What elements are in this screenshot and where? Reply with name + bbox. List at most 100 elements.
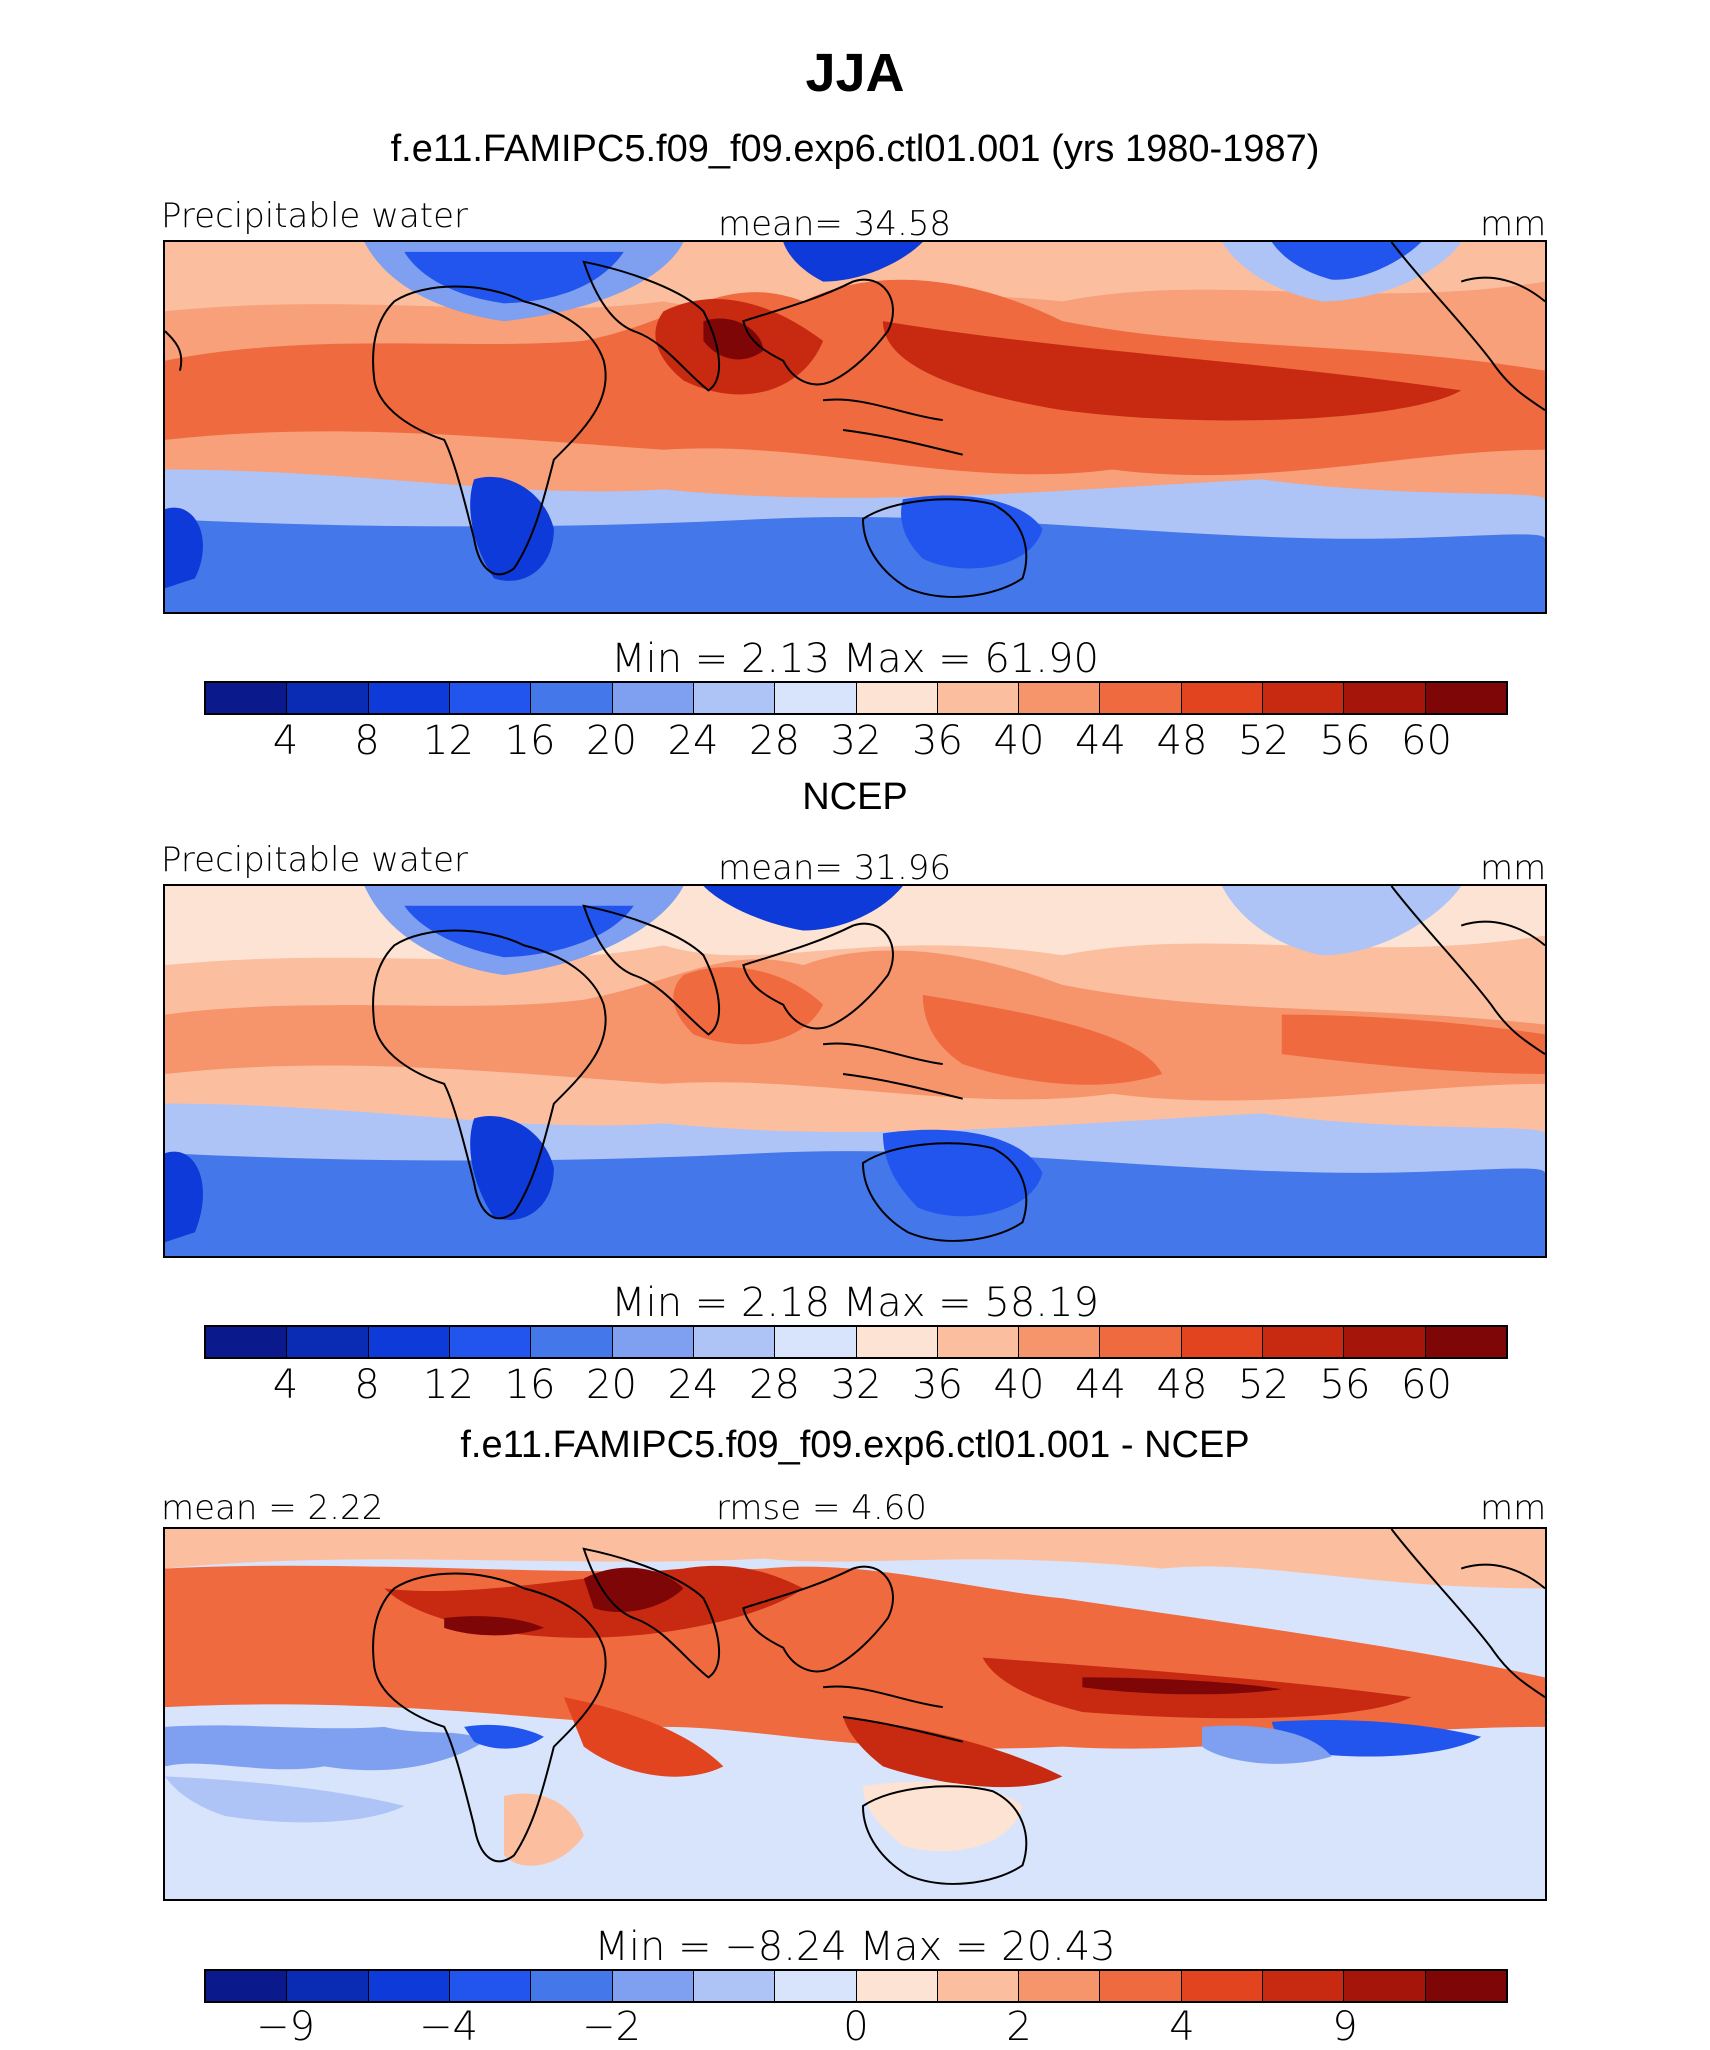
colorbar-segment (531, 683, 613, 713)
colorbar-segment (1100, 683, 1182, 713)
colorbar-segment (856, 1971, 938, 2001)
colorbar-segment (368, 1327, 450, 1357)
colorbar-segment (531, 1971, 613, 2001)
colorbar-segment (1181, 683, 1264, 713)
panel-2-colorbar-ticks: 4 8 12 16 20 24 28 32 36 40 44 48 52 56 60 (204, 1362, 1508, 1408)
colorbar-segment (775, 1327, 857, 1357)
colorbar-segment (368, 683, 450, 713)
colorbar-tick-label: 4 (272, 1362, 299, 1408)
panel-2-minmax: Min = 2.18 Max = 58.19 (611, 1280, 1099, 1326)
colorbar-segment (775, 683, 857, 713)
panel-3-rmse-label: rmse = 4.60 (716, 1488, 927, 1528)
colorbar-segment (856, 683, 938, 713)
colorbar-segment (1263, 1971, 1345, 2001)
colorbar-segment (449, 1971, 532, 2001)
panel-1-subtitle: f.e11.FAMIPC5.f09_f09.exp6.ctl01.001 (yr… (390, 128, 1320, 170)
colorbar-segment (1100, 1327, 1182, 1357)
panel-3-colorbar (204, 1969, 1508, 2003)
colorbar-segment (1100, 1971, 1182, 2001)
colorbar-tick-label: 4 (272, 718, 299, 764)
colorbar-tick-label: 2 (1006, 2004, 1032, 2050)
colorbar-tick-label: 20 (586, 718, 637, 764)
colorbar-tick-label: 44 (1075, 718, 1126, 764)
colorbar-tick-label: 8 (354, 1362, 380, 1408)
panel-2-units-label: mm (1480, 848, 1547, 888)
panel-3-subtitle: f.e11.FAMIPC5.f09_f09.exp6.ctl01.001 - N… (460, 1424, 1250, 1466)
colorbar-tick-label: 24 (667, 718, 719, 764)
colorbar-segment (1425, 1971, 1506, 2001)
colorbar-tick-label: 40 (993, 1362, 1045, 1408)
colorbar-segment (206, 1327, 288, 1357)
colorbar-tick-label: 28 (749, 1362, 800, 1408)
colorbar-tick-label: −4 (419, 2004, 478, 2050)
colorbar-tick-label: 0 (843, 2004, 869, 2050)
colorbar-tick-label: 40 (993, 718, 1045, 764)
colorbar-tick-label: 4 (1169, 2004, 1195, 2050)
colorbar-segment (449, 683, 532, 713)
panel-2-map (163, 884, 1547, 1258)
panel-3-units-label: mm (1480, 1488, 1547, 1528)
figure-title: JJA (805, 43, 905, 103)
colorbar-segment (612, 1327, 694, 1357)
colorbar-segment (612, 1971, 694, 2001)
colorbar-segment (612, 683, 694, 713)
panel-1-mean-label: mean= 34.58 (718, 204, 952, 244)
colorbar-segment (287, 1971, 369, 2001)
panel-1-map (163, 240, 1547, 614)
colorbar-segment (693, 683, 776, 713)
panel-1-variable-label: Precipitable water (161, 196, 469, 236)
panel-2-colorbar (204, 1325, 1508, 1359)
colorbar-segment (1019, 1327, 1101, 1357)
colorbar-tick-label: 60 (1401, 1362, 1452, 1408)
panel-3-minmax: Min = −8.24 Max = 20.43 (594, 1924, 1116, 1970)
panel-1-colorbar-ticks: 4 8 12 16 20 24 28 32 36 40 44 48 52 56 60 (204, 718, 1508, 764)
colorbar-tick-label: 52 (1238, 718, 1289, 764)
colorbar-segment (775, 1971, 857, 2001)
colorbar-segment (206, 683, 288, 713)
panel-2-variable-label: Precipitable water (161, 840, 469, 880)
colorbar-tick-label: 9 (1332, 2004, 1358, 2050)
colorbar-segment (1344, 683, 1426, 713)
colorbar-tick-label: 60 (1401, 718, 1452, 764)
colorbar-segment (1263, 1327, 1345, 1357)
colorbar-tick-label: 44 (1075, 1362, 1126, 1408)
colorbar-tick-label: 36 (912, 1362, 963, 1408)
colorbar-tick-label: −9 (256, 2004, 315, 2050)
panel-3-map (163, 1527, 1547, 1901)
colorbar-tick-label: 56 (1319, 718, 1371, 764)
colorbar-tick-label: 56 (1319, 1362, 1371, 1408)
colorbar-tick-label: 16 (504, 1362, 556, 1408)
colorbar-segment (368, 1971, 450, 2001)
colorbar-tick-label: 20 (586, 1362, 637, 1408)
panel-3-colorbar-ticks: −9 −4 −2 0 2 4 9 (204, 2004, 1508, 2050)
colorbar-tick-label: 28 (749, 718, 800, 764)
colorbar-segment (693, 1971, 776, 2001)
colorbar-segment (1181, 1327, 1264, 1357)
colorbar-segment (1425, 683, 1506, 713)
colorbar-tick-label: 36 (912, 718, 963, 764)
colorbar-segment (287, 1327, 369, 1357)
colorbar-tick-label: 48 (1156, 718, 1208, 764)
colorbar-segment (937, 1327, 1020, 1357)
colorbar-tick-label: 32 (830, 1362, 882, 1408)
colorbar-tick-label: 32 (830, 718, 882, 764)
colorbar-tick-label: 24 (667, 1362, 719, 1408)
panel-1-minmax: Min = 2.13 Max = 61.90 (611, 636, 1099, 682)
panel-2-mean-label: mean= 31.96 (718, 848, 952, 888)
colorbar-segment (1425, 1327, 1506, 1357)
panel-1-colorbar (204, 681, 1508, 715)
colorbar-segment (1019, 683, 1101, 713)
colorbar-tick-label: 16 (504, 718, 556, 764)
colorbar-tick-label: 12 (423, 718, 474, 764)
colorbar-segment (1181, 1971, 1264, 2001)
colorbar-segment (287, 683, 369, 713)
panel-1-units-label: mm (1480, 204, 1547, 244)
panel-3-mean-label: mean = 2.22 (161, 1488, 384, 1528)
colorbar-segment (856, 1327, 938, 1357)
colorbar-tick-label: 48 (1156, 1362, 1208, 1408)
colorbar-segment (449, 1327, 532, 1357)
colorbar-tick-label: 8 (354, 718, 380, 764)
colorbar-segment (1344, 1971, 1426, 2001)
panel-2-subtitle: NCEP (802, 776, 908, 818)
colorbar-segment (693, 1327, 776, 1357)
